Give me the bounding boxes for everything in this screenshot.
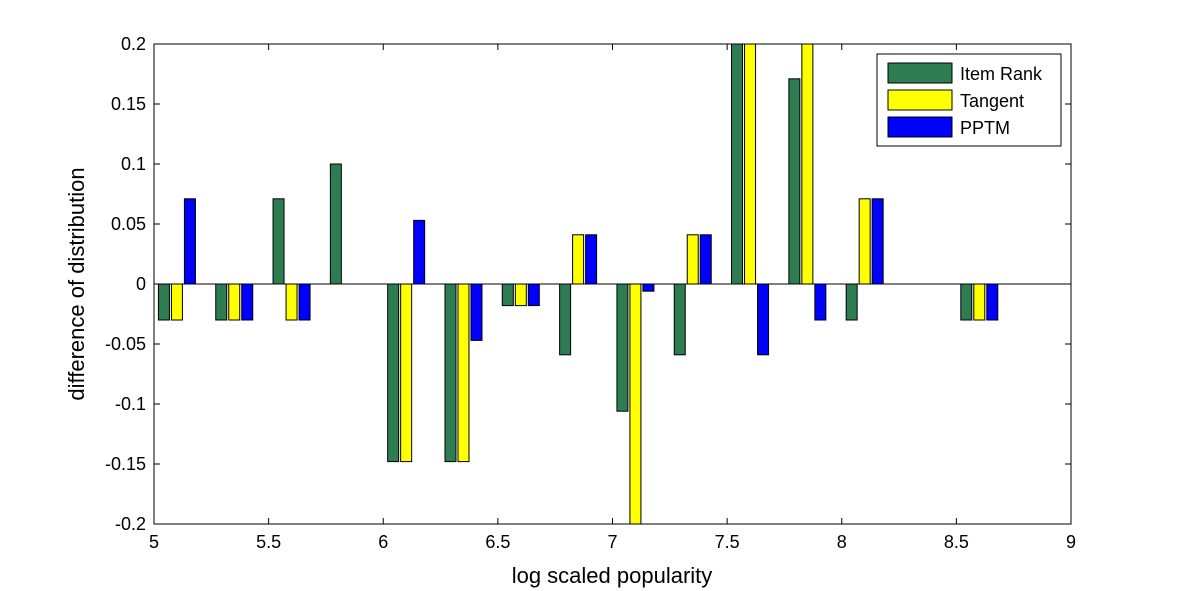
- bar-pptm-9: [699, 234, 712, 285]
- bar-tangent-11: [801, 43, 814, 285]
- x-tick-label: 7.5: [715, 532, 740, 552]
- x-tick-label: 8.5: [944, 532, 969, 552]
- y-tick-label: -0.05: [105, 334, 146, 354]
- bar-tangent-14: [973, 283, 986, 321]
- bar-item-rank-10: [731, 43, 744, 285]
- bar-item-rank-8: [616, 283, 629, 412]
- bar-item-rank-11: [788, 78, 801, 285]
- bar-pptm-4: [413, 219, 426, 285]
- y-tick-label: 0.2: [121, 34, 146, 54]
- legend-label: Item Rank: [960, 64, 1043, 84]
- bar-pptm-2: [298, 283, 311, 321]
- bar-pptm-5: [470, 283, 483, 341]
- y-tick-label: -0.15: [105, 454, 146, 474]
- x-axis-ticks: 5 5.5 6 6.5 7 7.5 8 8.5 9: [149, 44, 1076, 552]
- y-tick-label: 0.1: [121, 154, 146, 174]
- y-tick-label: 0.15: [111, 94, 146, 114]
- y-tick-label: 0.05: [111, 214, 146, 234]
- x-tick-label: 9: [1066, 532, 1076, 552]
- x-tick-label: 6.5: [485, 532, 510, 552]
- bar-pptm-6: [527, 283, 540, 307]
- bar-tangent-2: [285, 283, 298, 321]
- bar-pptm-10: [757, 283, 770, 356]
- x-tick-label: 7: [607, 532, 617, 552]
- y-axis-ticks: -0.2 -0.15 -0.1 -0.05 0 0.05 0.1 0.15 0.2: [105, 34, 1071, 534]
- bar-tangent-7: [572, 234, 585, 285]
- x-tick-label: 5: [149, 532, 159, 552]
- bar-pptm-12: [871, 198, 884, 285]
- bar-item-rank-14: [960, 283, 973, 321]
- x-tick-label: 6: [378, 532, 388, 552]
- bar-tangent-5: [457, 283, 470, 463]
- bar-item-rank-5: [444, 283, 457, 463]
- bar-tangent-1: [228, 283, 241, 321]
- bar-tangent-0: [170, 283, 183, 321]
- bar-item-rank-9: [673, 283, 686, 356]
- bar-pptm-0: [183, 198, 196, 285]
- bar-item-rank-2: [272, 198, 285, 285]
- bar-tangent-4: [400, 283, 413, 463]
- x-tick-label: 8: [837, 532, 847, 552]
- bar-item-rank-1: [215, 283, 228, 321]
- bar-pptm-8: [642, 283, 655, 292]
- bar-item-rank-3: [329, 163, 342, 285]
- legend-label: PPTM: [960, 118, 1010, 138]
- y-tick-label: 0: [136, 274, 146, 294]
- bar-item-rank-0: [157, 283, 170, 321]
- bar-pptm-14: [986, 283, 999, 321]
- bar-item-rank-4: [387, 283, 400, 463]
- bar-tangent-12: [858, 198, 871, 285]
- x-tick-label: 5.5: [256, 532, 281, 552]
- x-axis-label: log scaled popularity: [512, 563, 713, 588]
- bar-item-rank-6: [501, 283, 514, 307]
- bar-tangent-10: [744, 43, 757, 285]
- y-tick-label: -0.1: [115, 394, 146, 414]
- legend-swatch-tangent: [887, 89, 953, 111]
- legend-label: Tangent: [960, 91, 1024, 111]
- bar-item-rank-12: [845, 283, 858, 321]
- bar-tangent-8: [629, 283, 642, 525]
- bar-pptm-7: [585, 234, 598, 285]
- bar-item-rank-7: [559, 283, 572, 356]
- legend-swatch-pptm: [887, 116, 953, 138]
- bar-pptm-11: [814, 283, 827, 321]
- legend: Item Rank Tangent PPTM: [876, 53, 1062, 147]
- bar-tangent-6: [514, 283, 527, 307]
- legend-swatch-item-rank: [887, 62, 953, 84]
- y-tick-label: -0.2: [115, 514, 146, 534]
- bar-pptm-1: [241, 283, 254, 321]
- y-axis-label: difference of distribution: [64, 167, 89, 400]
- bar-tangent-9: [686, 234, 699, 285]
